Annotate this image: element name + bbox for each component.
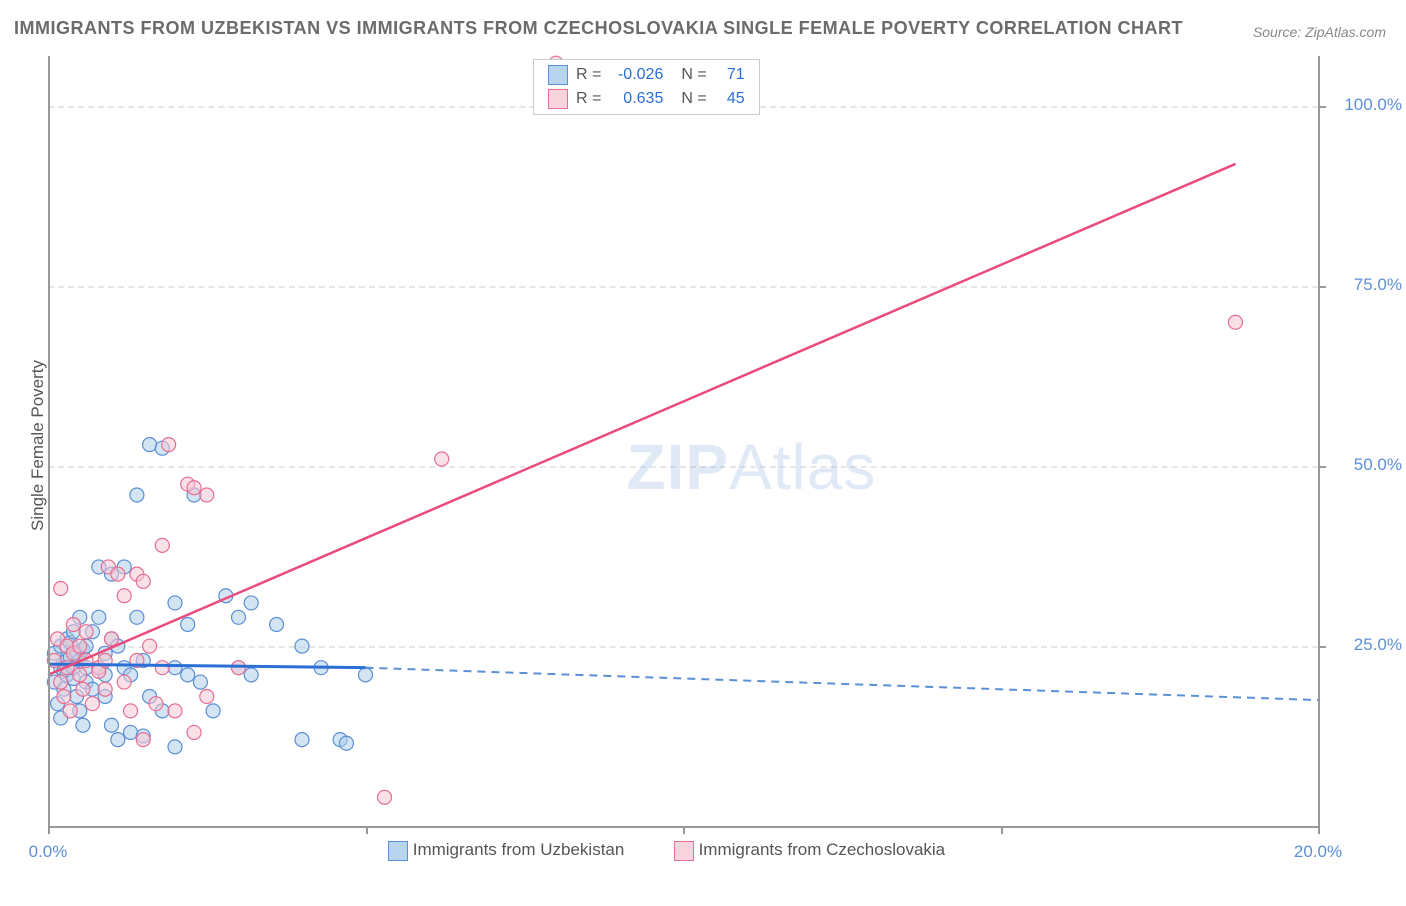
point-series-a [105, 718, 119, 732]
x-minor-tick [366, 826, 368, 834]
series-b-name: Immigrants from Czechoslovakia [699, 840, 946, 859]
point-series-b [73, 639, 87, 653]
point-series-b [54, 582, 68, 596]
swatch-series-b [548, 89, 568, 109]
point-series-a [244, 668, 258, 682]
point-series-b [136, 733, 150, 747]
legend-r-b: 0.635 [605, 87, 667, 111]
point-series-a [111, 733, 125, 747]
y-tick [1318, 286, 1326, 288]
point-series-a [232, 610, 246, 624]
point-series-b [187, 481, 201, 495]
legend-r-label: R = [572, 87, 605, 111]
y-axis [48, 56, 50, 826]
x-tick [1318, 826, 1320, 834]
point-series-b [155, 661, 169, 675]
point-series-b [200, 488, 214, 502]
point-series-a [124, 725, 138, 739]
series-a-name: Immigrants from Uzbekistan [413, 840, 625, 859]
point-series-a [295, 733, 309, 747]
legend-n-a: 71 [711, 63, 749, 87]
swatch-series-b [674, 841, 694, 861]
point-series-b [63, 704, 77, 718]
swatch-series-a [548, 65, 568, 85]
x-tick [48, 826, 50, 834]
y-tick-label: 100.0% [1332, 95, 1402, 115]
chart-svg [0, 0, 1398, 906]
point-series-b [76, 682, 90, 696]
y-tick-label: 25.0% [1332, 635, 1402, 655]
legend-table: R = -0.026 N = 71 R = 0.635 N = 45 [544, 63, 749, 111]
point-series-b [117, 589, 131, 603]
y-tick [1318, 106, 1326, 108]
swatch-series-a [388, 841, 408, 861]
point-series-a [359, 668, 373, 682]
point-series-b [124, 704, 138, 718]
x-minor-tick [683, 826, 685, 834]
regression-a-dashed [366, 668, 1319, 700]
point-series-a [193, 675, 207, 689]
point-series-a [295, 639, 309, 653]
point-series-b [187, 725, 201, 739]
point-series-b [136, 574, 150, 588]
x-tick-label: 20.0% [1288, 842, 1348, 862]
point-series-b [98, 682, 112, 696]
point-series-a [168, 740, 182, 754]
regression-b-solid [48, 164, 1235, 675]
legend-r-label: R = [572, 63, 605, 87]
point-series-b [79, 625, 93, 639]
point-series-b [200, 689, 214, 703]
point-series-b [143, 639, 157, 653]
point-series-a [168, 596, 182, 610]
point-series-a [181, 668, 195, 682]
point-series-a [143, 438, 157, 452]
point-series-b [435, 452, 449, 466]
point-series-b [66, 618, 80, 632]
point-series-a [181, 618, 195, 632]
point-series-a [76, 718, 90, 732]
point-series-b [57, 689, 71, 703]
point-series-b [149, 697, 163, 711]
point-series-a [130, 488, 144, 502]
point-series-a [92, 610, 106, 624]
y-tick-label: 50.0% [1332, 455, 1402, 475]
point-series-b [1228, 315, 1242, 329]
point-series-a [244, 596, 258, 610]
x-minor-tick [1001, 826, 1003, 834]
legend-r-a: -0.026 [605, 63, 667, 87]
x-tick-label: 0.0% [18, 842, 78, 862]
point-series-a [339, 736, 353, 750]
point-series-b [378, 790, 392, 804]
point-series-b [105, 632, 119, 646]
point-series-b [168, 704, 182, 718]
point-series-a [270, 618, 284, 632]
point-series-b [111, 567, 125, 581]
point-series-a [168, 661, 182, 675]
legend-n-label: N = [667, 63, 710, 87]
point-series-b [162, 438, 176, 452]
y-tick [1318, 466, 1326, 468]
legend-n-label: N = [667, 87, 710, 111]
point-series-b [54, 675, 68, 689]
y-axis-right [1318, 56, 1320, 826]
point-series-b [155, 538, 169, 552]
point-series-b [73, 668, 87, 682]
point-series-b [85, 697, 99, 711]
point-series-a [130, 610, 144, 624]
y-tick [1318, 646, 1326, 648]
legend-n-b: 45 [711, 87, 749, 111]
correlation-legend: R = -0.026 N = 71 R = 0.635 N = 45 [533, 59, 760, 115]
y-tick-label: 75.0% [1332, 275, 1402, 295]
point-series-b [117, 675, 131, 689]
series-legend: Immigrants from Uzbekistan Immigrants fr… [388, 840, 945, 861]
point-series-a [206, 704, 220, 718]
y-axis-label: Single Female Poverty [28, 360, 48, 531]
